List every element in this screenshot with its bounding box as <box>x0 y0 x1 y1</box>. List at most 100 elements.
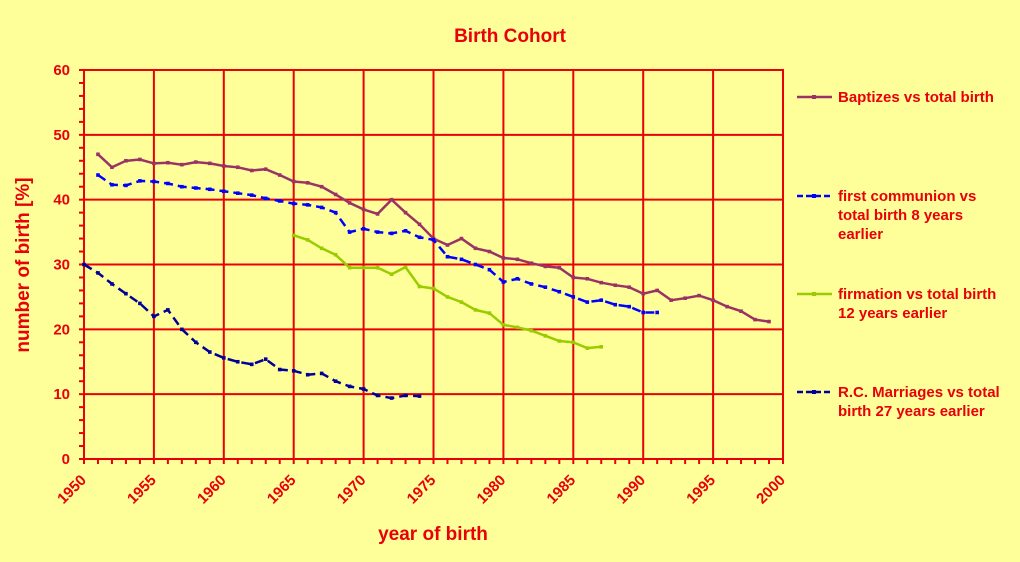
data-point <box>473 246 478 251</box>
data-point <box>305 372 310 377</box>
data-point <box>725 304 729 309</box>
chart-title: Birth Cohort <box>454 26 567 47</box>
data-point <box>431 238 436 242</box>
data-point <box>361 227 366 231</box>
data-point <box>222 356 226 360</box>
data-point <box>361 265 366 270</box>
data-point <box>291 179 296 184</box>
data-point <box>459 300 464 304</box>
data-point <box>263 196 268 201</box>
data-point <box>208 187 212 192</box>
data-point <box>333 252 338 257</box>
data-point <box>613 283 618 288</box>
data-point <box>599 298 604 302</box>
data-point <box>361 387 366 391</box>
data-point <box>501 280 506 284</box>
data-point <box>599 280 604 285</box>
data-point <box>180 162 184 167</box>
data-point <box>543 285 548 289</box>
data-point <box>585 276 590 281</box>
legend-label: 12 years earlier <box>838 305 947 322</box>
data-point <box>333 379 338 383</box>
data-point <box>166 160 170 165</box>
data-point <box>403 228 408 233</box>
data-point <box>459 257 464 262</box>
data-point <box>277 367 282 372</box>
data-point <box>235 359 240 364</box>
data-point <box>208 350 212 354</box>
data-point <box>291 369 296 373</box>
data-point <box>543 334 548 338</box>
data-point <box>166 308 170 312</box>
data-point <box>585 346 590 350</box>
data-point <box>138 157 142 162</box>
data-point <box>291 201 296 206</box>
data-point <box>389 272 394 277</box>
data-point <box>599 345 604 349</box>
legend-marker <box>812 390 816 394</box>
data-point <box>403 265 408 269</box>
data-point <box>347 230 352 234</box>
y-tick-label: 10 <box>53 386 70 403</box>
data-point <box>655 288 659 293</box>
data-point <box>180 184 184 189</box>
data-point <box>431 286 436 291</box>
legend: Baptizes vs total birth first communion v… <box>797 89 1000 420</box>
data-point <box>319 246 324 251</box>
data-point <box>82 262 86 267</box>
data-point <box>739 309 743 313</box>
data-point <box>305 203 310 207</box>
data-point <box>152 161 156 166</box>
legend-label: R.C. Marriages vs total <box>838 384 1000 401</box>
data-point <box>110 165 114 170</box>
data-point <box>557 339 562 343</box>
legend-label: first communion vs <box>838 188 976 205</box>
data-point <box>445 254 450 259</box>
data-point <box>417 235 422 240</box>
data-point <box>389 197 394 202</box>
data-point <box>627 285 632 289</box>
data-point <box>389 396 394 400</box>
data-point <box>124 158 128 163</box>
data-point <box>487 249 492 254</box>
data-point <box>417 222 422 227</box>
y-tick-label: 60 <box>53 62 70 79</box>
data-point <box>627 304 632 309</box>
data-point <box>124 291 128 296</box>
data-point <box>557 265 562 270</box>
data-point <box>375 230 380 234</box>
data-point <box>319 205 324 210</box>
legend-label: firmation vs total birth <box>838 286 996 303</box>
data-point <box>347 384 352 389</box>
y-axis-title: number of birth [%] <box>13 177 34 352</box>
data-point <box>333 192 338 197</box>
data-point <box>347 265 352 270</box>
data-point <box>571 295 576 299</box>
data-point <box>515 325 520 330</box>
data-point <box>543 264 548 269</box>
data-point <box>655 310 659 315</box>
data-point <box>403 393 408 398</box>
data-point <box>361 207 366 212</box>
data-point <box>711 298 715 302</box>
data-point <box>110 182 114 187</box>
data-point <box>445 295 450 299</box>
data-point <box>249 168 254 173</box>
data-point <box>263 357 268 361</box>
data-point <box>319 371 324 376</box>
data-point <box>305 181 310 185</box>
data-point <box>515 276 520 281</box>
data-point <box>473 308 478 312</box>
data-point <box>124 183 128 188</box>
data-point <box>138 301 142 306</box>
data-point <box>389 231 394 236</box>
legend-label: birth 27 years earlier <box>838 403 985 420</box>
y-tick-label: 50 <box>53 127 70 144</box>
data-point <box>697 293 701 298</box>
data-point <box>305 238 310 242</box>
data-point <box>767 319 771 324</box>
legend-label: earlier <box>838 226 883 243</box>
data-point <box>473 262 478 267</box>
data-point <box>152 314 156 319</box>
